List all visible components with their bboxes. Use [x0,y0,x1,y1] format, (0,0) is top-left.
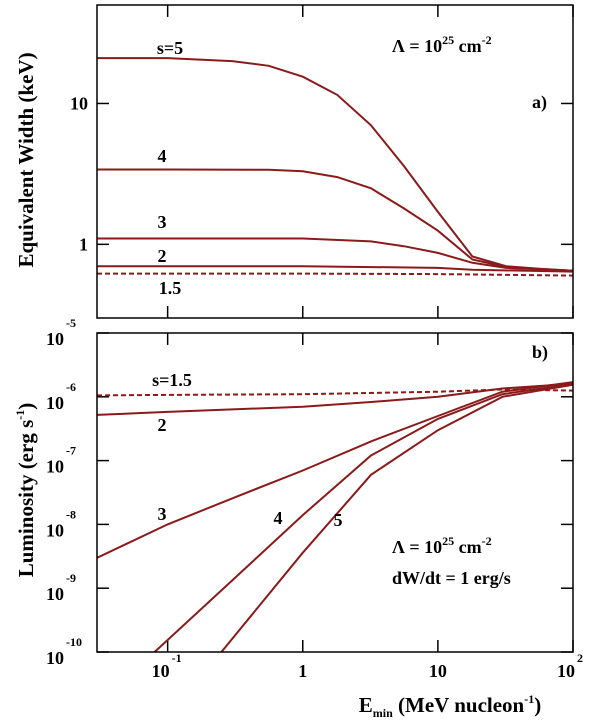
y-tick-exponent: -9 [66,571,76,585]
annotation-part: cm [454,36,481,56]
x-tick-exponent: -1 [172,651,182,665]
annotation-a: Λ = 1025 cm-2 [392,33,492,56]
y-axis-label: Equivalent Width (keV) [14,52,38,267]
y-tick-exponent: -5 [66,316,76,330]
label-part: E [359,693,373,717]
y-tick-label: 1 [79,234,88,254]
y-tick-exponent: -10 [66,635,82,649]
label-part: Luminosity (erg s [14,420,38,578]
y-tick-exponent: -8 [66,507,76,521]
x-tick-exponent: 2 [577,651,583,665]
curve-label: 5 [334,510,343,530]
curve-label: 4 [158,146,167,166]
curve-label: 3 [158,504,167,524]
label-part: -1 [13,410,27,420]
x-tick-label: 10 [429,661,447,681]
annotation-part: Λ = 10 [392,36,442,56]
curve [97,168,573,272]
curve [97,265,573,273]
curve [97,382,573,416]
label-part: min [373,706,393,720]
y-tick-label: 10 [46,520,64,540]
x-axis-label: Emin (MeV nucleon-1) [359,692,541,720]
panel-label: a) [532,92,547,113]
annotation-b2: dW/dt = 1 erg/s [392,568,511,588]
curve [220,383,573,652]
curve [97,237,573,272]
annotation-part: Λ = 10 [392,537,442,557]
label-part: -1 [524,692,534,706]
x-tick-label: 10 [557,661,575,681]
plot-frame [96,4,574,319]
curve-label: 3 [158,212,167,232]
y-axis-label: Luminosity (erg s-1) [13,403,38,578]
annotation-part: -2 [482,534,492,548]
label-part: ) [534,693,541,717]
curve [97,381,573,559]
annotation-part: -2 [482,33,492,47]
y-tick-exponent: -7 [66,444,76,458]
annotation-part: cm [454,537,481,557]
annotation-b: Λ = 1025 cm-2 [392,534,492,557]
y-tick-label: 10 [46,584,64,604]
label-part: ) [14,403,38,410]
curve-label: 2 [158,246,167,266]
x-tick-label: 10 [152,661,170,681]
curve-label: 1.5 [159,278,182,298]
y-tick-label: 10 [70,93,88,113]
annotation-part: 25 [442,534,454,548]
curve [97,272,573,277]
plot-frame [96,332,574,653]
curve-label: 4 [274,508,283,528]
y-tick-label: 10 [46,329,64,349]
curve-label: 2 [158,415,167,435]
y-tick-label: 10 [46,393,64,413]
y-tick-exponent: -6 [66,380,76,394]
annotation-part: 25 [442,33,454,47]
label-part: (MeV nucleon [393,693,525,717]
y-tick-label: 10 [46,457,64,477]
x-tick-label: 1 [298,661,307,681]
curve-label: s=1.5 [152,370,192,390]
y-tick-label: 10 [46,648,64,668]
panel-label: b) [532,342,548,363]
curve [153,382,573,652]
curve-label: s=5 [157,38,183,58]
